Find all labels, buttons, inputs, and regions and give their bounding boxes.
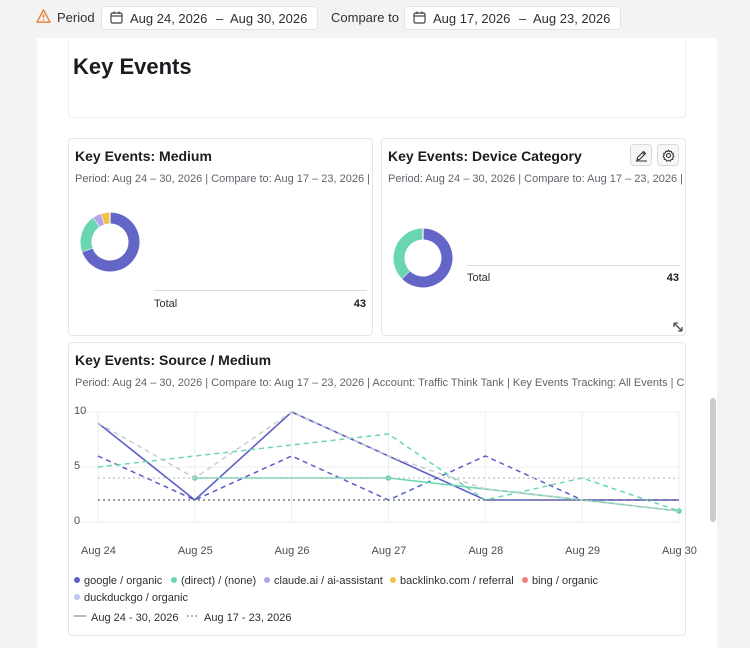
total-divider (467, 265, 680, 266)
legend-label: claude.ai / ai-assistant (274, 575, 383, 587)
edit-button[interactable] (630, 144, 652, 166)
x-tick-label: Aug 27 (371, 545, 407, 557)
filter-bar: Period Aug 24, 2026 – Aug 30, 2026 Compa… (0, 0, 750, 36)
device-donut-chart (393, 228, 453, 288)
x-tick-label: Aug 25 (177, 545, 213, 557)
device-category-card: Key Events: Device Category Period: Aug … (381, 138, 686, 336)
expand-icon[interactable] (673, 322, 683, 332)
x-tick-label: Aug 26 (274, 545, 310, 557)
page-title: Key Events (73, 54, 192, 79)
date-separator: – (519, 11, 527, 26)
legend-item-direct-none[interactable]: (direct) / (none) (171, 575, 256, 587)
card-title: Key Events: Medium (75, 148, 212, 164)
series-line-direct-none-dashed[interactable] (97, 433, 680, 512)
legend-color-dot (522, 577, 528, 583)
legend-label: backlinko.com / referral (400, 575, 514, 587)
date-separator: – (216, 11, 224, 26)
settings-button[interactable] (657, 144, 679, 166)
legend-color-dot (390, 577, 396, 583)
legend-item-google-organic[interactable]: google / organic (74, 575, 162, 587)
y-tick-label: 10 (74, 405, 87, 417)
x-tick-label: Aug 24 (81, 545, 116, 557)
page-header-card: Key Events (68, 40, 686, 118)
card-subtitle: Period: Aug 24 – 30, 2026 | Compare to: … (75, 173, 370, 185)
donut-slice-organic (82, 212, 140, 272)
legend-label: bing / organic (532, 575, 599, 587)
card-subtitle: Period: Aug 24 – 30, 2026 | Compare to: … (75, 377, 685, 389)
calendar-icon (413, 11, 426, 24)
total-divider (154, 290, 367, 291)
y-tick-label: 5 (74, 460, 81, 472)
period-start-date[interactable]: Aug 24, 2026 (130, 11, 208, 26)
warning-icon[interactable] (36, 9, 51, 23)
legend-label: duckduckgo / organic (84, 592, 188, 604)
legend-label: google / organic (84, 575, 163, 587)
total-value: 43 (666, 272, 679, 284)
x-tick-label: Aug 30 (662, 545, 697, 557)
period-legend-label: Aug 24 - 30, 2026 (91, 612, 179, 624)
card-title: Key Events: Source / Medium (75, 352, 272, 368)
compare-start-date[interactable]: Aug 17, 2026 (433, 11, 511, 26)
compare-date-picker[interactable]: Aug 17, 2026 – Aug 23, 2026 (404, 6, 621, 30)
gear-icon (662, 149, 675, 162)
legend-item-duckduckgo-organic[interactable]: duckduckgo / organic (74, 592, 188, 604)
y-tick-label: 0 (74, 515, 81, 527)
scrollbar-thumb[interactable] (710, 398, 716, 522)
donut-slice-none (80, 217, 101, 252)
legend-item-backlinko-com-referral[interactable]: backlinko.com / referral (390, 575, 514, 587)
period-label: Period (57, 10, 95, 25)
x-tick-label: Aug 29 (565, 545, 601, 557)
x-tick-label: Aug 28 (468, 545, 504, 557)
donut-slice-mobile (393, 228, 424, 279)
edit-icon (636, 150, 647, 162)
medium-card: Key Events: Medium Period: Aug 24 – 30, … (68, 138, 373, 336)
legend-item-bing-organic[interactable]: bing / organic (522, 575, 598, 587)
series-line-direct-none-solid[interactable] (194, 477, 680, 512)
legend-color-dot (74, 594, 80, 600)
card-subtitle: Period: Aug 24 – 30, 2026 | Compare to: … (388, 173, 683, 185)
legend-color-dot (171, 577, 177, 583)
period-end-date[interactable]: Aug 30, 2026 (230, 11, 308, 26)
total-value: 43 (353, 298, 366, 310)
legend-color-dot (264, 577, 270, 583)
compare-label: Compare to (331, 10, 399, 25)
donut-slice-desktop (401, 228, 453, 288)
total-label: Total (467, 272, 491, 284)
total-label: Total (154, 298, 178, 310)
card-title: Key Events: Device Category (388, 148, 582, 164)
period-legend-label: Aug 17 - 23, 2026 (204, 612, 292, 624)
period-legend-dashed[interactable]: Aug 17 - 23, 2026 (187, 612, 291, 624)
line-style-swatch (187, 615, 199, 617)
compare-end-date[interactable]: Aug 23, 2026 (533, 11, 611, 26)
legend-label: (direct) / (none) (181, 575, 257, 587)
line-style-swatch (74, 615, 86, 617)
legend-item-claude-ai-ai-assistant[interactable]: claude.ai / ai-assistant (264, 575, 383, 587)
source-medium-card: Key Events: Source / Medium Period: Aug … (68, 342, 686, 636)
period-legend-solid[interactable]: Aug 24 - 30, 2026 (74, 612, 178, 624)
calendar-icon (110, 11, 123, 24)
period-date-picker[interactable]: Aug 24, 2026 – Aug 30, 2026 (101, 6, 318, 30)
legend-color-dot (74, 577, 80, 583)
medium-donut-chart (80, 212, 140, 272)
